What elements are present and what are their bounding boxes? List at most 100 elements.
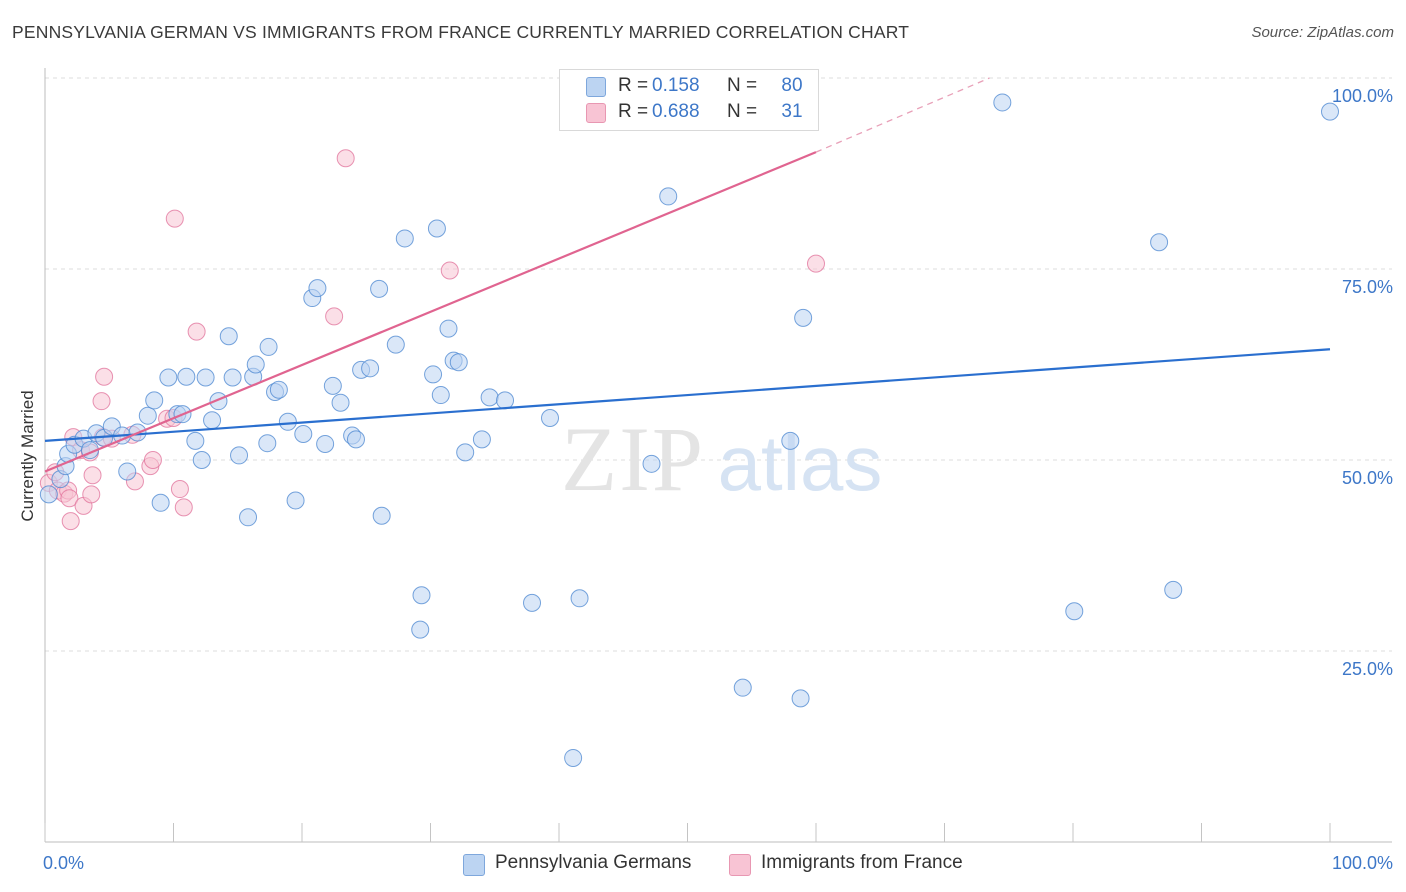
- point-pennsylvania-germans: [523, 593, 542, 612]
- point-pennsylvania-germans: [570, 589, 589, 608]
- point-pennsylvania-germans: [118, 462, 137, 481]
- point-pennsylvania-germans: [151, 493, 170, 512]
- point-pennsylvania-germans: [781, 431, 800, 450]
- point-pennsylvania-germans: [496, 391, 515, 410]
- point-pennsylvania-germans: [480, 388, 499, 407]
- point-pennsylvania-germans: [1321, 102, 1339, 121]
- point-pennsylvania-germans: [159, 368, 178, 387]
- point-pennsylvania-germans: [1150, 233, 1169, 252]
- y-axis-label: Currently Married: [18, 390, 37, 521]
- bottom-legend-label: Pennsylvania Germans: [495, 852, 692, 873]
- point-pennsylvania-germans: [192, 451, 211, 469]
- point-pennsylvania-germans: [323, 376, 342, 395]
- bottom-legend-swatch-blue: [463, 854, 485, 876]
- trend-line-immigrants-from-france: [44, 151, 817, 473]
- point-pennsylvania-germans: [424, 365, 443, 384]
- point-pennsylvania-germans: [431, 386, 450, 405]
- point-pennsylvania-germans: [39, 485, 58, 504]
- point-pennsylvania-germans: [316, 434, 335, 453]
- point-pennsylvania-germans: [472, 430, 491, 449]
- point-immigrants-from-france: [807, 254, 825, 273]
- point-pennsylvania-germans: [331, 393, 350, 412]
- point-pennsylvania-germans: [395, 229, 414, 248]
- point-pennsylvania-germans: [203, 411, 222, 430]
- point-pennsylvania-germans: [659, 187, 678, 206]
- legend-n-label: N =: [727, 75, 758, 96]
- point-pennsylvania-germans: [541, 408, 560, 427]
- point-pennsylvania-germans: [230, 446, 249, 465]
- point-immigrants-from-france: [92, 392, 111, 411]
- x-tick-label: 0.0%: [43, 853, 84, 873]
- point-pennsylvania-germans: [177, 367, 196, 386]
- trend-line-extension-immigrants-from-france: [815, 77, 990, 153]
- point-pennsylvania-germans: [456, 443, 475, 462]
- point-pennsylvania-germans: [1164, 580, 1183, 599]
- series-pennsylvania-germans: [39, 93, 1339, 767]
- point-pennsylvania-germans: [145, 391, 164, 410]
- legend-n-label: N =: [727, 101, 758, 122]
- point-immigrants-from-france: [440, 261, 459, 280]
- y-tick-label: 50.0%: [1342, 468, 1393, 488]
- tick-labels: 25.0% 50.0% 75.0% 100.0% 0.0% 100.0%: [43, 86, 1393, 873]
- point-pennsylvania-germans: [1065, 602, 1084, 621]
- point-immigrants-from-france: [165, 209, 184, 228]
- point-pennsylvania-germans: [246, 355, 265, 374]
- point-immigrants-from-france: [83, 466, 102, 485]
- point-immigrants-from-france: [336, 149, 355, 168]
- legend-swatch-blue: [586, 77, 606, 97]
- point-pennsylvania-germans: [219, 327, 238, 346]
- point-pennsylvania-germans: [412, 586, 431, 605]
- point-pennsylvania-germans: [411, 620, 430, 639]
- point-immigrants-from-france: [95, 367, 114, 386]
- gridlines: [45, 77, 1392, 652]
- stats-legend: R = 0.158 N = 80 R = 0.688 N = 31: [559, 69, 819, 131]
- point-pennsylvania-germans: [372, 506, 391, 525]
- point-pennsylvania-germans: [439, 319, 458, 338]
- legend-n-value: 31: [781, 101, 803, 122]
- point-pennsylvania-germans: [427, 219, 446, 238]
- point-pennsylvania-germans: [138, 406, 157, 425]
- point-pennsylvania-germans: [278, 412, 297, 431]
- point-pennsylvania-germans: [642, 454, 661, 473]
- point-pennsylvania-germans: [733, 678, 752, 697]
- point-pennsylvania-germans: [308, 279, 327, 298]
- legend-n-value: 80: [781, 75, 803, 96]
- point-pennsylvania-germans: [223, 368, 242, 387]
- point-pennsylvania-germans: [259, 337, 278, 356]
- point-pennsylvania-germans: [186, 431, 205, 450]
- point-immigrants-from-france: [170, 480, 189, 499]
- legend-swatch-pink: [586, 103, 606, 123]
- x-tick-label: 100.0%: [1332, 853, 1393, 873]
- point-immigrants-from-france: [82, 485, 101, 504]
- watermark-zip: ZIP: [561, 408, 705, 510]
- y-tick-label: 25.0%: [1342, 659, 1393, 679]
- point-immigrants-from-france: [174, 498, 193, 517]
- point-pennsylvania-germans: [196, 368, 215, 387]
- point-pennsylvania-germans: [370, 279, 389, 298]
- y-tick-label: 100.0%: [1332, 86, 1393, 106]
- legend-r-value: 0.158: [652, 75, 700, 96]
- point-pennsylvania-germans: [346, 430, 365, 449]
- point-pennsylvania-germans: [294, 425, 313, 444]
- axes: [44, 68, 1392, 843]
- point-pennsylvania-germans: [449, 353, 468, 372]
- point-immigrants-from-france: [143, 451, 162, 469]
- trend-line-pennsylvania-germans: [44, 348, 1331, 442]
- point-pennsylvania-germans: [564, 748, 583, 767]
- series-immigrants-from-france: [39, 149, 825, 531]
- point-pennsylvania-germans: [361, 359, 380, 378]
- point-pennsylvania-germans: [286, 491, 305, 510]
- watermark-atlas: atlas: [718, 419, 883, 507]
- legend-r-value: 0.688: [652, 101, 700, 122]
- point-immigrants-from-france: [60, 489, 79, 508]
- point-immigrants-from-france: [187, 322, 206, 341]
- y-tick-label: 75.0%: [1342, 277, 1393, 297]
- point-pennsylvania-germans: [791, 689, 810, 708]
- point-pennsylvania-germans: [258, 434, 277, 453]
- source-credit: Source: ZipAtlas.com: [1251, 24, 1394, 41]
- legend-r-label: R =: [618, 75, 649, 96]
- point-immigrants-from-france: [325, 307, 344, 326]
- point-pennsylvania-germans: [269, 380, 288, 399]
- point-pennsylvania-germans: [239, 508, 258, 527]
